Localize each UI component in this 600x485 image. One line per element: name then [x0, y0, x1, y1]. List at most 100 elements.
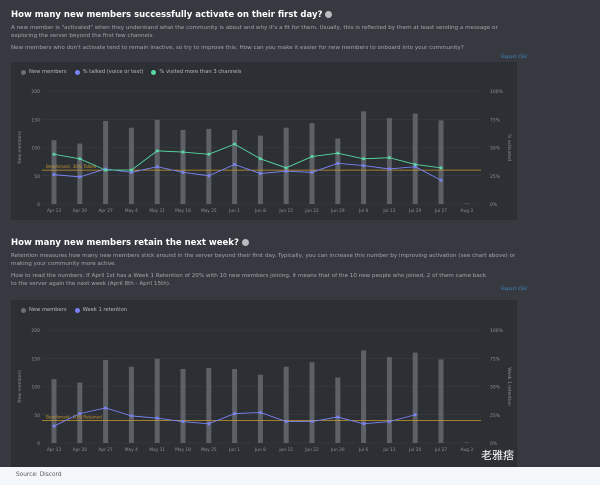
bar [309, 123, 315, 204]
data-point [78, 175, 82, 179]
y-tick-label: 100 [31, 146, 40, 152]
bar [386, 118, 392, 204]
export-csv-link[interactable]: Export CSV [501, 287, 527, 292]
y2-tick-label: 75% [490, 117, 501, 123]
y-tick-label: 50 [34, 174, 40, 180]
x-tick-label: Jun 22 [304, 208, 319, 214]
data-point [362, 422, 366, 426]
y-tick-label: 0 [37, 441, 40, 447]
y-axis-label: New members [17, 370, 23, 403]
bar [154, 358, 160, 443]
x-tick-label: Jun 15 [278, 447, 293, 453]
x-tick-label: Jun 22 [304, 447, 319, 453]
data-point [207, 174, 211, 178]
legend-item[interactable]: New members [21, 69, 67, 75]
bar [309, 362, 315, 443]
bar [412, 352, 418, 443]
data-point [336, 151, 340, 155]
data-point [387, 156, 391, 160]
section-title: How many new members successfully activa… [11, 10, 517, 20]
y-tick-label: 100 [31, 385, 40, 391]
data-point [78, 412, 82, 416]
x-tick-label: May 4 [125, 208, 138, 214]
benchmark-label: Benchmark: 30% Talked [46, 164, 97, 169]
retention-chart-svg: 0 0% 50 25% 100 50% 150 75% 200 100% New members We… [17, 328, 512, 453]
y2-tick-label: 50% [490, 146, 501, 152]
data-point [284, 420, 288, 424]
x-tick-label: May 11 [149, 208, 165, 214]
y2-tick-label: 25% [490, 413, 501, 419]
retention-chart: New members Week 1 retention 0 0% 50 25% 100 5… [11, 300, 517, 467]
x-tick-label: Jun 29 [330, 208, 345, 214]
legend-item[interactable]: Week 1 retention [74, 307, 128, 313]
x-tick-label: Apr 13 [47, 208, 62, 214]
data-point [129, 168, 133, 172]
bar [206, 367, 212, 443]
data-point [413, 413, 417, 417]
export-csv-link[interactable]: Export CSV [501, 55, 527, 60]
legend-swatch [21, 69, 26, 75]
legend-label: New members [29, 69, 67, 75]
legend-swatch [74, 69, 80, 75]
x-tick-label: Aug 3 [461, 447, 474, 453]
data-point [233, 142, 237, 146]
data-point [155, 165, 159, 169]
data-point [310, 420, 314, 424]
data-point [52, 424, 56, 428]
bar [283, 127, 289, 204]
x-tick-label: Jul 20 [408, 447, 421, 453]
bar [103, 359, 109, 443]
legend-swatch [21, 307, 26, 313]
x-tick-label: Jul 13 [382, 447, 395, 453]
x-tick-label: Jun 8 [254, 447, 266, 453]
data-point [233, 162, 237, 166]
help-icon[interactable] [325, 11, 333, 18]
x-tick-label: May 11 [149, 447, 165, 453]
help-icon[interactable] [241, 239, 249, 246]
bar [232, 129, 238, 204]
x-tick-label: Jul 6 [358, 447, 369, 453]
x-tick-label: Apr 13 [47, 447, 62, 453]
chart-legend: New members % talked (voice or text) % vis… [21, 69, 242, 75]
bar [335, 377, 341, 443]
x-tick-label: Jul 13 [382, 208, 395, 214]
y2-tick-label: 25% [490, 174, 501, 180]
data-point [439, 166, 443, 170]
section-description: Retention measures how many new members … [11, 253, 516, 267]
series-line [53, 143, 442, 171]
x-tick-label: Apr 27 [98, 208, 113, 214]
bar [438, 359, 444, 443]
legend-item[interactable]: % talked (voice or text) [74, 69, 143, 75]
y2-axis-label: Week 1 retention [506, 367, 512, 406]
x-tick-label: Jun 15 [278, 208, 293, 214]
x-tick-label: May 18 [175, 447, 191, 453]
x-tick-label: Jun 1 [228, 208, 240, 214]
legend-item[interactable]: % visited more than 3 channels [151, 69, 242, 75]
data-point [129, 170, 133, 174]
legend-label: Week 1 retention [82, 307, 128, 313]
data-point [258, 171, 262, 175]
data-point [52, 173, 56, 177]
legend-item[interactable]: New members [21, 307, 67, 313]
bar [206, 128, 212, 204]
x-tick-label: Apr 20 [73, 447, 88, 453]
bar [103, 120, 109, 204]
data-point [181, 170, 185, 174]
bar [51, 140, 57, 204]
data-point [387, 420, 391, 424]
chart-legend: New members Week 1 retention [21, 307, 127, 313]
data-point [181, 420, 185, 424]
x-tick-label: Jun 8 [254, 208, 266, 214]
bar [361, 350, 367, 443]
legend-label: New members [29, 307, 67, 313]
data-point [104, 168, 108, 172]
retention-section: How many new members retain the next wee… [11, 238, 527, 292]
bar [464, 442, 470, 443]
data-point [181, 150, 185, 154]
y2-tick-label: 50% [490, 385, 501, 391]
data-point [155, 149, 159, 153]
data-point [233, 412, 237, 416]
y-tick-label: 0 [37, 202, 40, 208]
x-tick-label: May 25 [201, 447, 217, 453]
x-tick-label: Jun 29 [330, 447, 345, 453]
